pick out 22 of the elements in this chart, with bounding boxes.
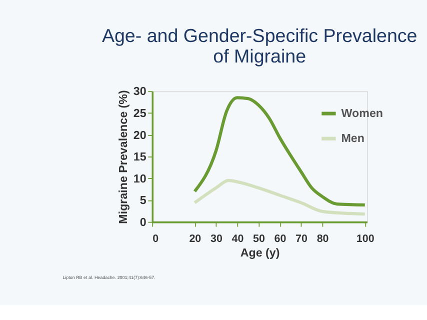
- x-tick-label: 60: [274, 233, 286, 246]
- line-series: [193, 178, 366, 216]
- y-tick-label: 5: [140, 194, 147, 208]
- y-tick-label: 30: [133, 85, 146, 98]
- y-axis-title: Migraine Prevalence (%): [117, 90, 130, 224]
- y-tick-label: 10: [133, 172, 146, 186]
- y-tick-label: 20: [133, 128, 146, 142]
- x-tick-label: 30: [210, 233, 222, 246]
- y-tick-label: 25: [133, 106, 147, 120]
- y-tick-label: 15: [133, 150, 147, 164]
- legend-label: Men: [341, 132, 364, 146]
- x-tick-label: 80: [316, 233, 329, 246]
- x-tick-label: 20: [189, 233, 202, 246]
- x-tick-label: 0: [152, 233, 159, 246]
- x-tick-label: 100: [356, 233, 374, 246]
- x-tick-label: 40: [232, 233, 244, 246]
- x-tick-label: 70: [296, 233, 308, 246]
- x-tick-label: 50: [253, 233, 265, 246]
- legend-label: Women: [341, 107, 384, 120]
- y-tick-label: 0: [140, 216, 146, 229]
- chart-title: Age- and Gender-Specific Prevalence of Migraine: [102, 24, 418, 67]
- x-axis-title: Age (y): [240, 246, 280, 260]
